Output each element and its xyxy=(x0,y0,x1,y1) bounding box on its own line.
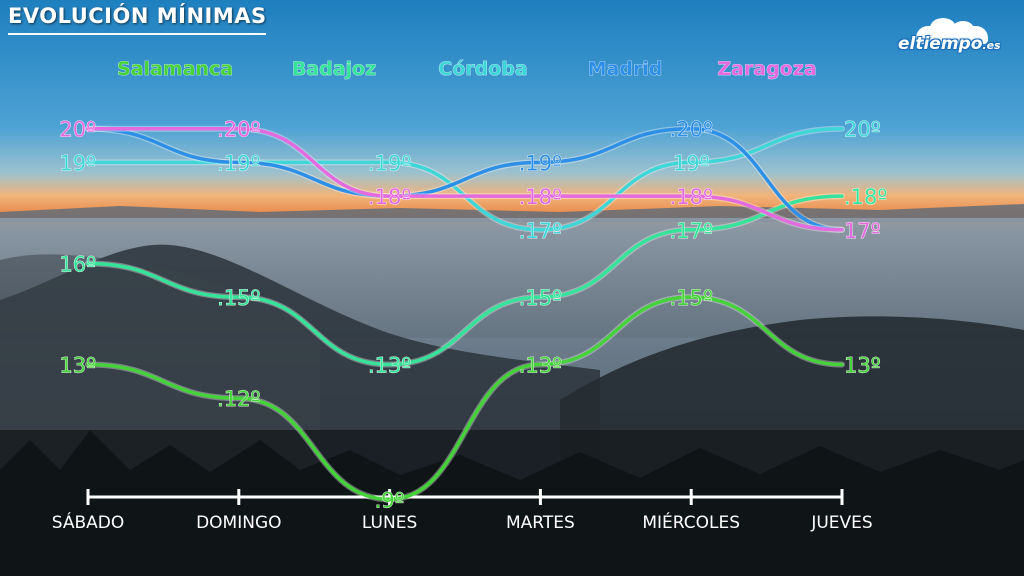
data-label: .19º xyxy=(519,151,562,175)
x-tick-label: LUNES xyxy=(362,513,417,533)
x-tick-label: SÁBADO xyxy=(52,511,125,533)
data-label: .9º xyxy=(375,488,405,512)
data-label: .15º xyxy=(519,286,562,310)
legend-item-badajoz: Badajoz xyxy=(292,58,376,80)
series-line-zaragoza xyxy=(86,126,844,232)
chart-title: EVOLUCIÓN MÍNIMAS xyxy=(8,4,267,28)
legend-item-córdoba: Córdoba xyxy=(438,58,527,80)
series-line-badajoz xyxy=(86,194,844,367)
x-tick-label: MARTES xyxy=(506,513,575,533)
data-label: .18º xyxy=(519,185,562,209)
data-label: .18º xyxy=(844,185,887,209)
data-label: .13º xyxy=(368,354,411,378)
data-label: 20º xyxy=(844,118,881,142)
data-label: .15º xyxy=(670,286,713,310)
x-tick-label: MIÉRCOLES xyxy=(642,511,740,533)
data-label: .17º xyxy=(670,219,713,243)
data-label: 13º xyxy=(844,354,881,378)
data-label: .15º xyxy=(217,286,260,310)
logo-text: eltiempo.es xyxy=(898,34,1001,54)
data-label: 19º xyxy=(673,151,710,175)
series-line-salamanca xyxy=(86,295,844,502)
eltiempo-logo: eltiempo.es xyxy=(894,18,1006,58)
data-label: 19º xyxy=(59,151,96,175)
legend-item-madrid: Madrid xyxy=(588,58,663,80)
data-label: .17º xyxy=(519,219,562,243)
legend-item-zaragoza: Zaragoza xyxy=(717,58,816,80)
data-label: .18º xyxy=(670,185,713,209)
series-line-halo xyxy=(85,193,845,368)
data-label: 13º xyxy=(59,354,96,378)
data-label: .20º xyxy=(670,118,713,142)
data-label: .20º xyxy=(217,118,260,142)
data-label: 20º xyxy=(59,118,96,142)
data-label: .12º xyxy=(217,387,260,411)
data-label: .18º xyxy=(368,185,411,209)
title-underline xyxy=(8,33,266,35)
legend-item-salamanca: Salamanca xyxy=(117,58,233,80)
series-line-madrid xyxy=(86,126,844,232)
data-label: 17º xyxy=(844,219,881,243)
x-tick-label: DOMINGO xyxy=(196,513,281,533)
data-label: .13º xyxy=(519,354,562,378)
data-label: .19º xyxy=(368,151,411,175)
data-label: 16º xyxy=(59,252,96,276)
x-tick-label: JUEVES xyxy=(810,513,872,533)
cloud-icon xyxy=(916,18,988,44)
data-label: .19º xyxy=(217,151,260,175)
